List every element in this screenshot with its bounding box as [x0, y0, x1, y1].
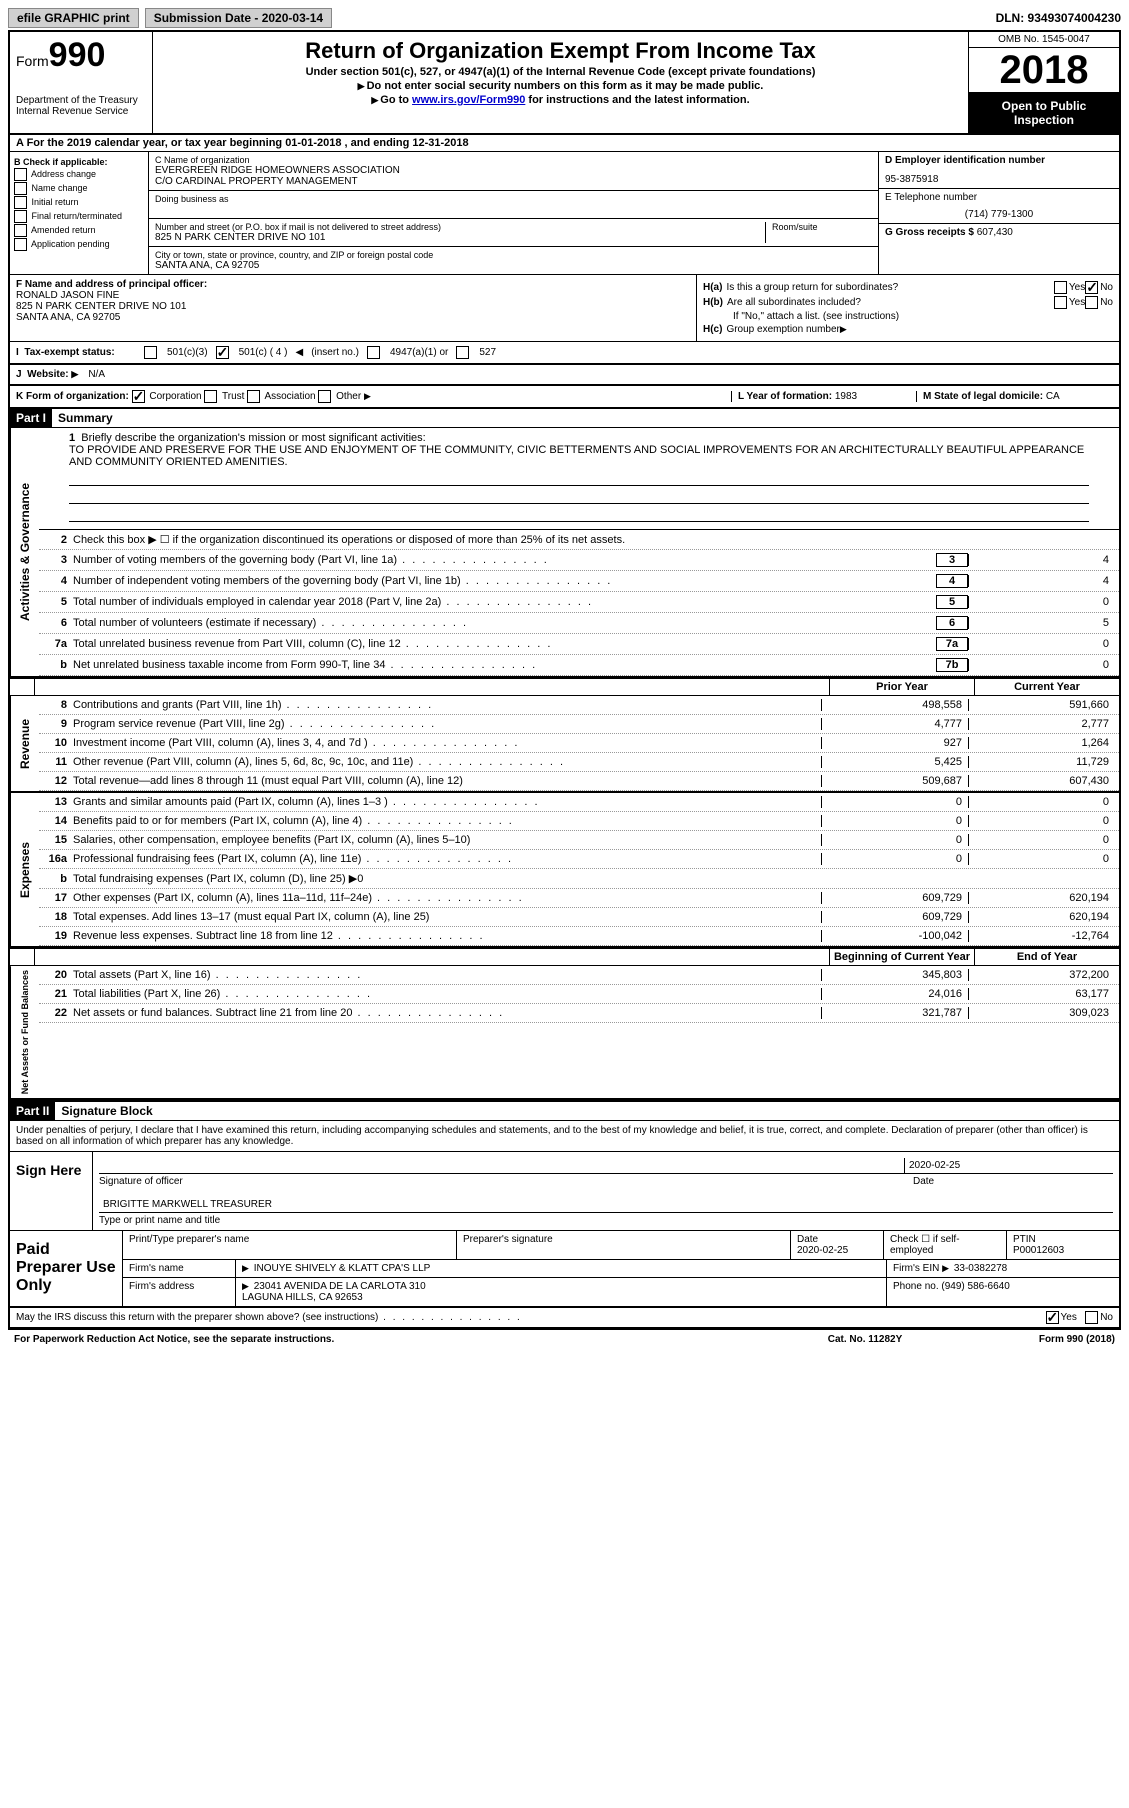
org-name: EVERGREEN RIDGE HOMEOWNERS ASSOCIATION — [155, 165, 872, 176]
ein-value: 95-3875918 — [885, 174, 1113, 185]
netassets-header: Beginning of Current Year End of Year — [10, 948, 1119, 966]
gross-receipts: 607,430 — [977, 227, 1013, 238]
tax-year: 2018 — [969, 48, 1119, 93]
side-expenses: Expenses — [10, 793, 39, 946]
officer-signature-name: BRIGITTE MARKWELL TREASURER — [99, 1197, 276, 1212]
row-a-calendar: A For the 2019 calendar year, or tax yea… — [10, 135, 1119, 152]
website-value: N/A — [88, 369, 105, 380]
part-1-header: Part I Summary — [10, 409, 1119, 428]
org-city: SANTA ANA, CA 92705 — [155, 260, 872, 271]
form-subtitle: Under section 501(c), 527, or 4947(a)(1)… — [159, 66, 962, 78]
form-number: Form990 — [16, 36, 146, 75]
part-2-header: Part II Signature Block — [10, 1100, 1119, 1121]
page-footer: For Paperwork Reduction Act Notice, see … — [8, 1330, 1121, 1349]
omb-number: OMB No. 1545-0047 — [969, 32, 1119, 48]
revenue-header: Prior Year Current Year — [10, 678, 1119, 696]
paid-preparer: Paid Preparer Use Only Print/Type prepar… — [10, 1231, 1119, 1308]
side-governance: Activities & Governance — [10, 428, 39, 676]
irs-label: Internal Revenue Service — [16, 106, 146, 117]
website-row: J Website: N/A — [10, 365, 1119, 386]
box-f-h: F Name and address of principal officer:… — [10, 275, 1119, 342]
side-revenue: Revenue — [10, 696, 39, 791]
org-address: 825 N PARK CENTER DRIVE NO 101 — [155, 232, 759, 243]
perjury-text: Under penalties of perjury, I declare th… — [10, 1121, 1119, 1152]
line-2: Check this box ▶ ☐ if the organization d… — [73, 533, 1115, 546]
box-b: B Check if applicable: Address change Na… — [10, 152, 149, 274]
section-b-c-d: B Check if applicable: Address change Na… — [10, 152, 1119, 275]
efile-button[interactable]: efile GRAPHIC print — [8, 8, 139, 28]
tax-exempt-status: I Tax-exempt status: 501(c)(3) 501(c) ( … — [10, 342, 1119, 365]
submission-date: Submission Date - 2020-03-14 — [145, 8, 332, 28]
firm-name: INOUYE SHIVELY & KLATT CPA'S LLP — [254, 1263, 431, 1274]
sign-here: Sign Here 2020-02-25 Signature of office… — [10, 1152, 1119, 1231]
box-d: D Employer identification number 95-3875… — [879, 152, 1119, 274]
irs-link[interactable]: www.irs.gov/Form990 — [412, 94, 525, 106]
phone-value: (714) 779-1300 — [885, 209, 1113, 220]
dln-label: DLN: 93493074004230 — [996, 11, 1121, 25]
org-careof: C/O CARDINAL PROPERTY MANAGEMENT — [155, 176, 872, 187]
note-ssn: Do not enter social security numbers on … — [367, 80, 764, 92]
top-bar: efile GRAPHIC print Submission Date - 20… — [8, 8, 1121, 28]
k-org-row: K Form of organization: Corporation Trus… — [10, 386, 1119, 409]
open-inspection: Open to Public Inspection — [969, 93, 1119, 133]
dept-label: Department of the Treasury — [16, 95, 146, 106]
box-c: C Name of organization EVERGREEN RIDGE H… — [149, 152, 879, 274]
side-netassets: Net Assets or Fund Balances — [10, 966, 39, 1098]
form-header: Form990 Department of the Treasury Inter… — [10, 32, 1119, 135]
irs-discuss: May the IRS discuss this return with the… — [10, 1308, 1119, 1328]
mission-text: TO PROVIDE AND PRESERVE FOR THE USE AND … — [69, 444, 1089, 468]
form-title: Return of Organization Exempt From Incom… — [159, 38, 962, 64]
form-990: Form990 Department of the Treasury Inter… — [8, 30, 1121, 1330]
officer-name: RONALD JASON FINE — [16, 290, 690, 301]
